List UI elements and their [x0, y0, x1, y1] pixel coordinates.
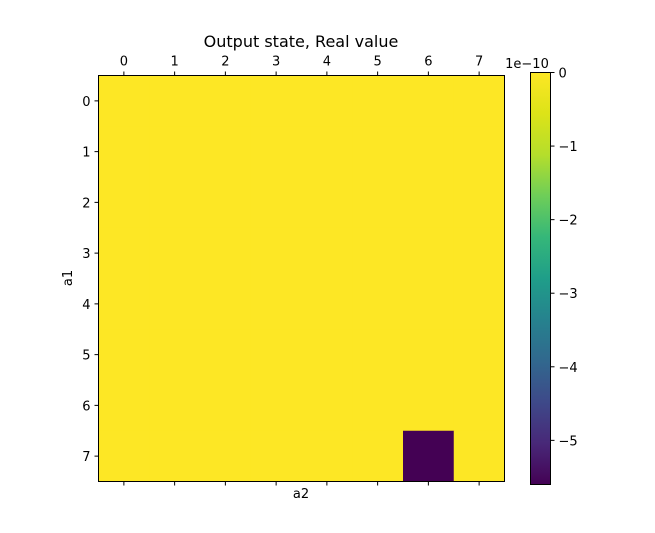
- heatmap-cell: [403, 329, 455, 381]
- x-tick-label: 6: [424, 55, 432, 70]
- heatmap-cell: [250, 126, 302, 178]
- heatmap-cell: [149, 329, 201, 381]
- heatmap-cell: [352, 227, 404, 279]
- heatmap-cell: [453, 177, 505, 229]
- heatmap-cell: [250, 75, 302, 127]
- colorbar-tick-label: −1: [559, 140, 578, 155]
- heatmap-cell: [149, 177, 201, 229]
- colorbar-tick-label: −3: [559, 287, 578, 302]
- heatmap-cell: [98, 278, 150, 330]
- heatmap-cell: [200, 329, 252, 381]
- x-tick-label: 7: [475, 55, 483, 70]
- heatmap-cell: [200, 126, 252, 178]
- heatmap-cell: [98, 126, 150, 178]
- x-tick-label: 5: [373, 55, 381, 70]
- heatmap-cell: [301, 430, 353, 482]
- colorbar-ticks: 0 −1 −2 −3 −4 −5: [550, 67, 578, 449]
- heatmap-cell: [352, 329, 404, 381]
- heatmap-cell: [403, 278, 455, 330]
- heatmap-cell: [98, 380, 150, 432]
- heatmap-cell: [200, 278, 252, 330]
- heatmap-cell: [301, 75, 353, 127]
- heatmap-cell: [453, 278, 505, 330]
- heatmap-cell: [250, 430, 302, 482]
- heatmap-cell: [352, 177, 404, 229]
- x-tick-label: 0: [120, 55, 128, 70]
- x-tick-label: 2: [221, 55, 229, 70]
- heatmap-cell: [98, 430, 150, 482]
- heatmap-cell: [453, 75, 505, 127]
- heatmap-cell: [301, 278, 353, 330]
- heatmap-cell: [453, 430, 505, 482]
- heatmap-cell: [250, 329, 302, 381]
- x-tick-label: 1: [170, 55, 178, 70]
- heatmap-cell: [250, 177, 302, 229]
- plot-frame: [98, 75, 505, 482]
- heatmap-cell: [200, 75, 252, 127]
- y-tick-label: 2: [82, 196, 90, 211]
- colorbar-tick-label: −5: [559, 434, 578, 449]
- heatmap-cells: [98, 75, 505, 482]
- y-tick-label: 7: [82, 450, 90, 465]
- heatmap-cell: [149, 430, 201, 482]
- heatmap-cell: [98, 75, 150, 127]
- x-tick-label: 4: [323, 55, 331, 70]
- colorbar-offset-label: 1e−10: [505, 57, 549, 72]
- heatmap-cell: [149, 278, 201, 330]
- colorbar: [530, 72, 550, 485]
- heatmap-cell: [250, 380, 302, 432]
- heatmap-cell: [453, 380, 505, 432]
- heatmap-cell: [403, 430, 455, 482]
- heatmap-cell: [403, 177, 455, 229]
- heatmap-cell: [149, 227, 201, 279]
- heatmap-cell: [301, 380, 353, 432]
- heatmap-cell: [200, 177, 252, 229]
- heatmap-cell: [453, 329, 505, 381]
- heatmap-cell: [98, 329, 150, 381]
- heatmap-cell: [403, 227, 455, 279]
- y-tick-label: 0: [82, 95, 90, 110]
- x-tick-label: 3: [272, 55, 280, 70]
- heatmap-cell: [352, 278, 404, 330]
- heatmap-cell: [352, 380, 404, 432]
- heatmap-cell: [301, 227, 353, 279]
- y-axis-label: a1: [61, 270, 76, 286]
- colorbar-tick-label: −4: [559, 361, 578, 376]
- heatmap-cell: [453, 227, 505, 279]
- y-tick-label: 5: [82, 349, 90, 364]
- heatmap-cell: [301, 177, 353, 229]
- colorbar-tick-label: 0: [559, 67, 567, 82]
- y-tick-label: 4: [82, 298, 90, 313]
- heatmap-cell: [453, 126, 505, 178]
- chart-title: Output state, Real value: [204, 32, 399, 51]
- heatmap-cell: [200, 227, 252, 279]
- colorbar-frame: [530, 72, 551, 485]
- y-tick-label: 3: [82, 247, 90, 262]
- heatmap-cell: [352, 75, 404, 127]
- heatmap-cell: [200, 380, 252, 432]
- y-tick-label: 1: [82, 146, 90, 161]
- heatmap-cell: [301, 126, 353, 178]
- heatmap-cell: [98, 227, 150, 279]
- x-axis-ticks: 0 1 2 3 4 5 6 7: [120, 55, 483, 486]
- heatmap-cell: [403, 75, 455, 127]
- heatmap-cell: [149, 380, 201, 432]
- heatmap-cell: [200, 430, 252, 482]
- heatmap-cell: [149, 126, 201, 178]
- heatmap-cell: [250, 278, 302, 330]
- x-axis-label: a2: [293, 487, 309, 502]
- heatmap-cell: [301, 329, 353, 381]
- heatmap-cell: [352, 430, 404, 482]
- heatmap-cell: [149, 75, 201, 127]
- heatmap-cell: [403, 380, 455, 432]
- heatmap-cell: [250, 227, 302, 279]
- heatmap-cell: [352, 126, 404, 178]
- heatmap-cell: [403, 126, 455, 178]
- y-axis-ticks: 0 1 2 3 4 5 6 7: [82, 95, 99, 465]
- heatmap-cell: [98, 177, 150, 229]
- y-tick-label: 6: [82, 399, 90, 414]
- colorbar-tick-label: −2: [559, 214, 578, 229]
